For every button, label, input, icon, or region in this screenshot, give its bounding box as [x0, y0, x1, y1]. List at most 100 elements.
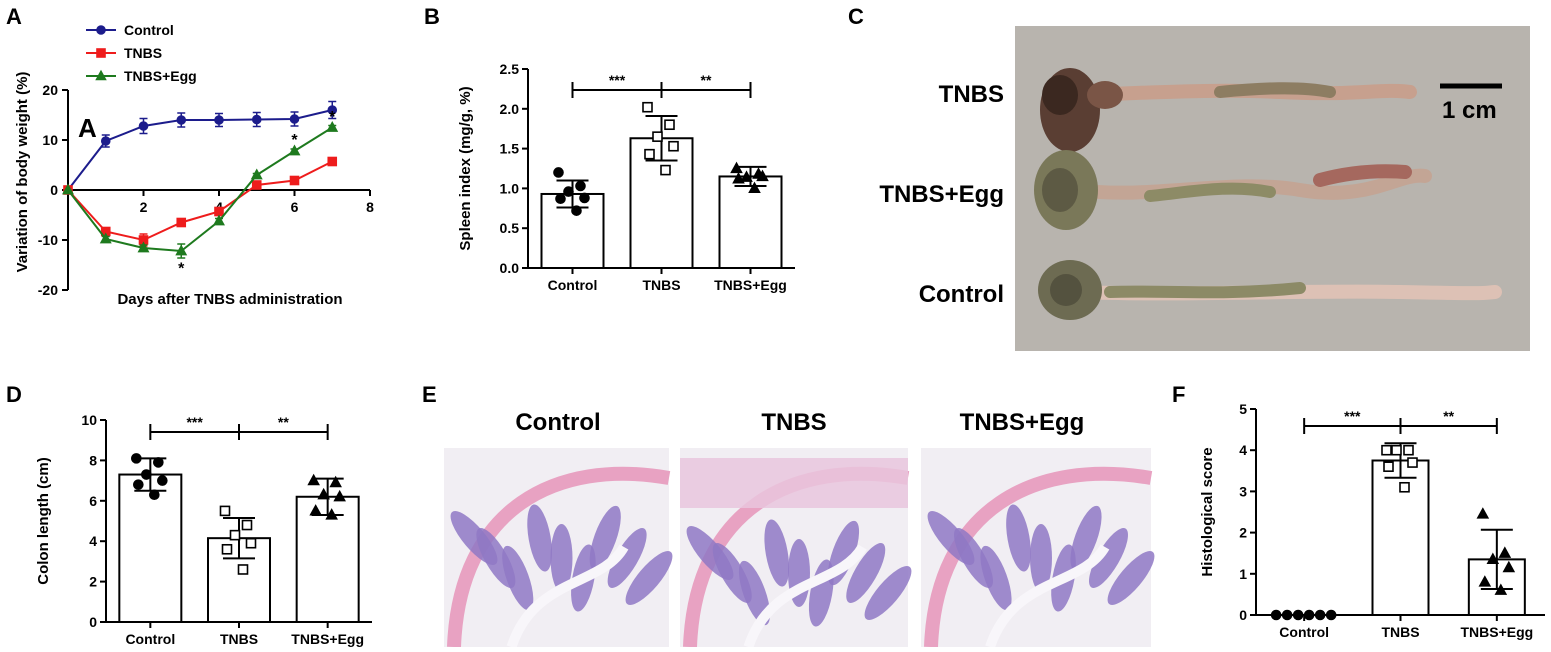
series-point-2-7	[326, 121, 339, 132]
y-tick-label-4: 8	[89, 452, 97, 468]
series-point-0-5	[251, 114, 262, 125]
data-point-1-1	[241, 519, 253, 531]
photo-label-tnbs-egg: TNBS+Egg	[879, 181, 1004, 208]
chart-body-weight: -20-10010202468Days after TNBS administr…	[14, 22, 374, 308]
colon-specimen-tnbs	[1040, 68, 1417, 152]
chart-histological-score: 0 1 2 3 4 5 Histological score Control TNBS TNBS+…	[1199, 401, 1545, 640]
y-tick-label-3: 3	[1239, 483, 1247, 499]
histology-crypt-2-4	[1030, 524, 1052, 592]
data-point-2-2	[317, 487, 330, 500]
y-axis-title: Spleen index (mg/g, %)	[457, 86, 474, 250]
series-point-1-3	[176, 217, 187, 228]
data-point-1-5	[660, 164, 671, 176]
data-point-0-1	[1281, 609, 1293, 621]
data-point-2-4	[732, 172, 745, 184]
y-tick-label-5: 2.5	[500, 61, 520, 77]
histology-crypt-1-3	[764, 519, 790, 587]
colon-specimen-control	[1038, 260, 1502, 320]
histo-label-tnbs: TNBS	[761, 409, 826, 436]
y-tick-label-4: 20	[42, 82, 58, 98]
series-point-1-5	[251, 180, 262, 190]
y-tick-label-2: 4	[89, 533, 97, 549]
histology-crypt-1-8	[864, 566, 912, 620]
histo-label-tnbs-egg: TNBS+Egg	[960, 409, 1085, 436]
histology-crypt-1-2	[738, 560, 771, 626]
data-point-1-0	[1381, 444, 1392, 456]
series-point-2-6	[288, 144, 301, 156]
significance-star-0: *	[178, 261, 185, 278]
data-point-2-3	[756, 169, 769, 182]
y-tick-label-0: 0	[89, 614, 97, 630]
histology-crypt-2-8	[1107, 551, 1155, 605]
significance-label-1: **	[701, 72, 712, 88]
x-tick-label-2: 6	[291, 199, 299, 215]
histology-crypt-2-3	[1006, 504, 1031, 572]
y-tick-label-1: 0.5	[500, 220, 520, 236]
series-line-0	[67, 109, 333, 191]
data-point-2-4	[309, 504, 322, 516]
histology-serosa-2	[924, 466, 1153, 648]
histology-crypt-2-7	[1089, 528, 1128, 588]
data-point-2-0	[730, 161, 743, 174]
panel-letter-c: C	[848, 4, 864, 29]
data-point-0-0	[131, 453, 142, 464]
significance-label-1: **	[1443, 408, 1454, 424]
data-point-0-4	[555, 193, 566, 205]
data-point-0-5	[571, 205, 582, 216]
panel-letter-d: D	[6, 382, 22, 407]
data-point-0-4	[1314, 609, 1326, 621]
y-tick-label-4: 4	[1239, 442, 1247, 458]
histo-label-control: Control	[515, 409, 600, 436]
series-point-0-3	[176, 115, 187, 125]
x-tick-label-0: Control	[125, 631, 175, 647]
series-point-0-6	[289, 114, 300, 124]
data-point-1-1	[1403, 444, 1414, 456]
y-tick-label-1: 1	[1239, 566, 1247, 582]
data-point-2-0	[307, 473, 320, 486]
series-point-2-2	[137, 241, 150, 253]
series-point-2-1	[99, 232, 112, 244]
histology-lumen-2	[985, 544, 1110, 649]
histology-serosa-0	[447, 466, 671, 648]
x-tick-label-0: 2	[140, 199, 148, 215]
significance-star-1: *	[291, 132, 298, 149]
data-point-1-3	[1407, 457, 1418, 468]
y-tick-label-2: 2	[1239, 525, 1247, 541]
data-point-0-5	[149, 489, 160, 501]
data-point-2-5	[748, 181, 761, 194]
histology-crypt-2-2	[980, 545, 1012, 611]
photo-label-control: Control	[919, 281, 1004, 308]
data-point-2-1	[329, 475, 342, 488]
x-tick-label-2: TNBS+Egg	[1460, 624, 1533, 640]
x-tick-label-1: TNBS	[1381, 624, 1419, 640]
data-point-1-2	[652, 131, 663, 142]
y-tick-label-1: 2	[89, 574, 97, 590]
y-tick-label-3: 6	[89, 493, 97, 509]
histology-crypt-0-4	[550, 524, 573, 592]
colon-specimen-tnbs-egg	[1034, 150, 1432, 230]
series-line-1	[67, 160, 333, 242]
data-point-1-5	[237, 564, 249, 575]
data-point-0-3	[579, 192, 590, 204]
significance-star-2: *	[329, 109, 336, 126]
colon-photo: 1 cm	[1015, 26, 1530, 351]
histology-lumen-0	[506, 544, 629, 649]
histology-lumen-1	[743, 544, 867, 649]
x-tick-label-2: TNBS+Egg	[714, 277, 787, 293]
legend-label-2: TNBS+Egg	[124, 68, 197, 84]
data-point-0-0	[553, 167, 564, 178]
significance-label-0: ***	[1344, 408, 1361, 424]
legend-marker-2	[95, 69, 107, 81]
y-tick-label-3: 10	[42, 132, 58, 148]
photo-label-tnbs: TNBS	[939, 81, 1004, 108]
data-point-2-4	[1478, 575, 1492, 587]
data-point-0-3	[1303, 609, 1315, 621]
x-tick-label-0: Control	[548, 277, 598, 293]
data-point-2-2	[1486, 552, 1500, 565]
histology-crypt-2-6	[1070, 505, 1102, 571]
y-tick-label-2: 0	[50, 182, 58, 198]
data-point-2-2	[740, 170, 753, 182]
y-tick-label-4: 2.0	[500, 101, 520, 117]
data-point-1-4	[1383, 461, 1394, 472]
data-point-1-4	[644, 148, 655, 160]
